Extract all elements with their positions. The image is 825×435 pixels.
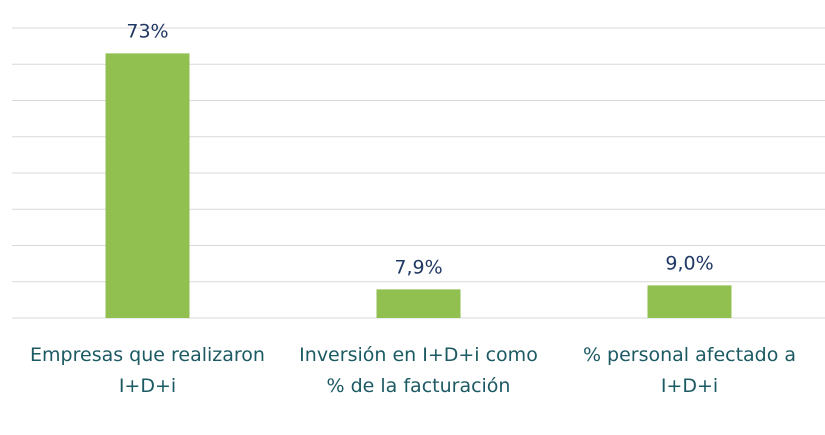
data-label: 9,0% xyxy=(665,252,713,274)
bar xyxy=(376,289,461,318)
data-label: 73% xyxy=(126,20,168,42)
x-tick-label: Empresas que realizaron I+D+i xyxy=(30,344,265,397)
bar xyxy=(647,285,732,318)
bar xyxy=(105,53,190,318)
x-tick-label: % personal afectado a I+D+i xyxy=(582,344,797,397)
x-tick-label: Inversión en I+D+i como % de la facturac… xyxy=(299,344,538,397)
data-label: 7,9% xyxy=(394,256,442,278)
